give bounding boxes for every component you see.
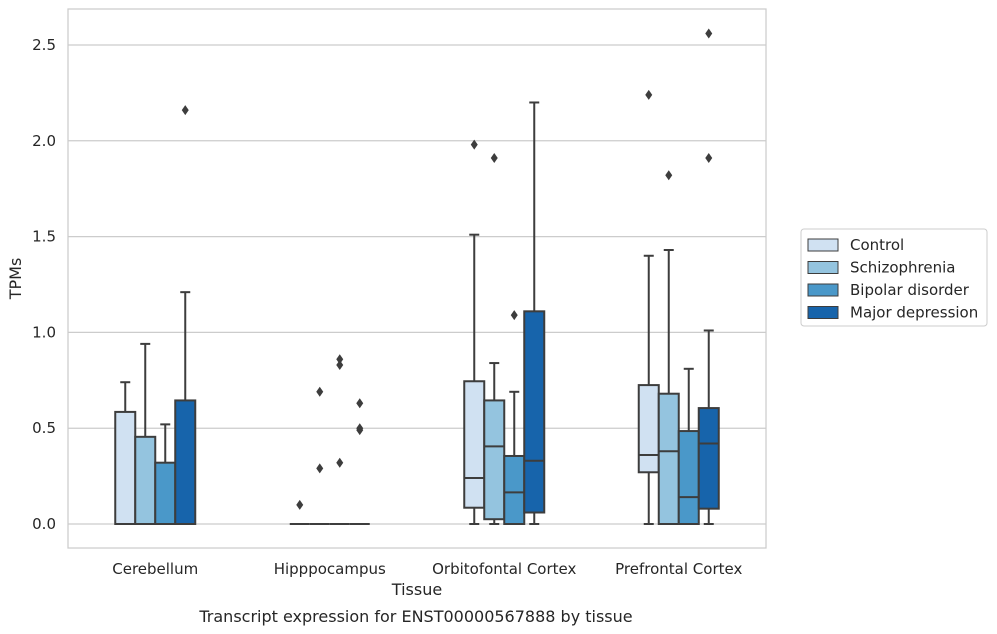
- legend-label: Schizophrenia: [850, 259, 955, 277]
- box-3-2: [523, 101, 546, 525]
- box-1-0: [134, 342, 157, 525]
- y-tick-label: 2.5: [32, 36, 56, 54]
- outlier-point: [336, 354, 344, 365]
- outlier-point: [336, 359, 344, 370]
- outlier-point: [356, 423, 364, 434]
- box: [637, 384, 660, 474]
- legend: Control Schizophrenia Bipolar disorder Majo…: [800, 228, 988, 327]
- outlier-point: [665, 170, 673, 181]
- box: [174, 399, 197, 525]
- box-2-1: [329, 354, 350, 525]
- outlier-point: [296, 499, 304, 510]
- box: [114, 410, 137, 525]
- outlier-point: [316, 386, 324, 397]
- y-tick-label: 2.0: [32, 132, 56, 150]
- box-1-2: [483, 153, 506, 525]
- outlier-point: [490, 153, 498, 164]
- x-axis: Cerebellum Hipppocampus Orbitofontal Corte…: [112, 560, 742, 578]
- box: [483, 399, 506, 521]
- box-groups: [114, 28, 720, 526]
- box: [134, 435, 157, 525]
- legend-label: Bipolar disorder: [850, 281, 970, 299]
- box-1-3: [657, 170, 680, 525]
- box-2-0: [154, 423, 177, 525]
- outlier-point: [356, 398, 364, 409]
- y-tick-label: 1.5: [32, 228, 56, 246]
- box-3-3: [697, 28, 720, 525]
- x-tick-label: Hipppocampus: [274, 560, 386, 578]
- chart-caption: Transcript expression for ENST0000056788…: [198, 607, 632, 626]
- box: [503, 454, 526, 525]
- legend-swatch: [807, 238, 839, 252]
- outlier-point: [705, 28, 713, 39]
- y-tick-label: 0.0: [32, 515, 56, 533]
- outlier-point: [705, 153, 713, 164]
- box-0-0: [114, 381, 137, 525]
- x-tick-label: Prefrontal Cortex: [615, 560, 742, 578]
- x-tick-label: Cerebellum: [112, 560, 198, 578]
- y-axis: 0.0 0.5 1.0 1.5 2.0 2.5: [32, 36, 56, 533]
- legend-label: Control: [850, 236, 904, 254]
- legend-label: Major depression: [850, 304, 978, 322]
- y-axis-title: TPMs: [6, 258, 25, 301]
- outlier-point: [336, 457, 344, 468]
- box: [657, 392, 680, 525]
- box-3-1: [349, 398, 370, 525]
- box-2-3: [677, 367, 700, 526]
- box: [154, 461, 177, 525]
- box-3-0: [174, 105, 197, 525]
- box-0-2: [463, 139, 486, 525]
- outlier-point: [645, 89, 653, 100]
- box: [677, 430, 700, 526]
- box: [523, 310, 546, 514]
- legend-swatch: [807, 283, 839, 297]
- y-tick-label: 1.0: [32, 323, 56, 341]
- y-tick-label: 0.5: [32, 419, 56, 437]
- x-tick-label: Orbitofontal Cortex: [432, 560, 576, 578]
- x-axis-title: Tissue: [391, 580, 442, 599]
- box-0-3: [637, 89, 660, 525]
- outlier-point: [510, 310, 518, 321]
- box-0-1: [289, 499, 310, 525]
- box: [697, 407, 720, 510]
- outlier-point: [181, 105, 189, 116]
- legend-swatch: [807, 261, 839, 274]
- legend-swatch: [807, 306, 839, 319]
- box-2-2: [503, 310, 526, 525]
- legend-frame: [800, 228, 988, 327]
- outlier-point: [316, 463, 324, 474]
- box: [463, 380, 486, 509]
- plot-frame: [67, 8, 767, 549]
- outlier-point: [470, 139, 478, 150]
- box-1-1: [309, 386, 330, 525]
